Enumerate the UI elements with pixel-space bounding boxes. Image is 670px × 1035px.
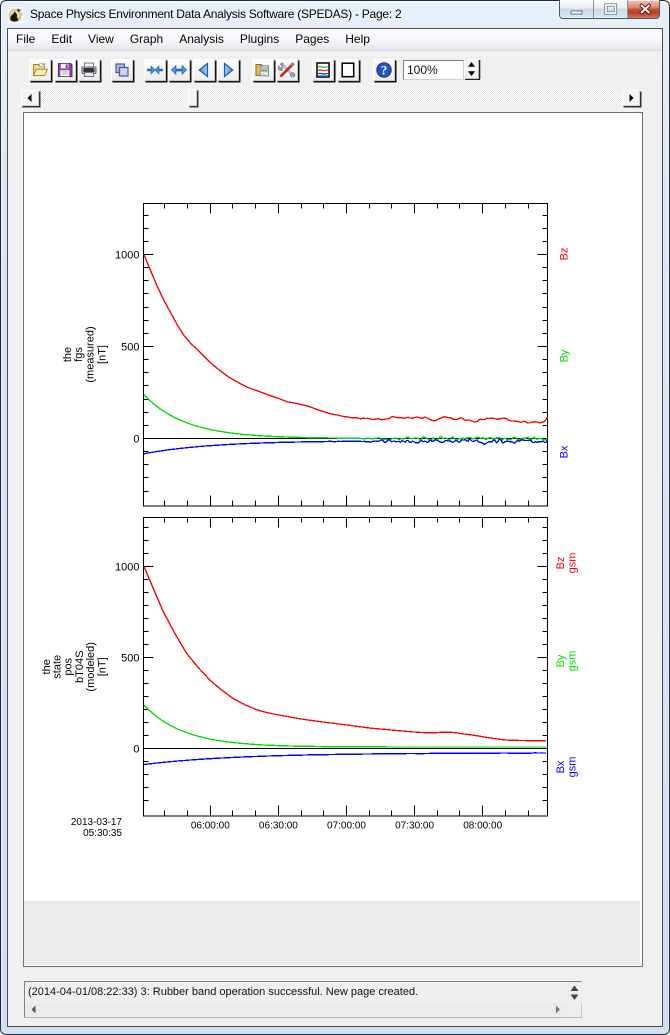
svg-text:07:30:00: 07:30:00 [395,821,434,832]
svg-text:bT04S: bT04S [74,651,86,683]
svg-text:500: 500 [121,342,139,354]
svg-text:Bz: Bz [559,248,571,261]
svg-text:state: state [52,655,64,679]
svg-text:07:00:00: 07:00:00 [327,821,366,832]
svg-text:06:30:00: 06:30:00 [259,821,298,832]
svg-text:0: 0 [133,434,139,446]
svg-text:the: the [41,659,53,674]
svg-text:08:00:00: 08:00:00 [463,821,502,832]
svg-text:05:30:35: 05:30:35 [83,828,122,839]
svg-text:gsm: gsm [567,651,579,672]
svg-text:By: By [555,654,567,667]
svg-text:pos: pos [63,657,75,675]
svg-text:(measured): (measured) [85,326,97,382]
svg-text:[nT]: [nT] [97,345,109,364]
svg-text:?: ? [381,63,388,78]
svg-text:2013-03-17: 2013-03-17 [71,817,123,828]
svg-text:gsm: gsm [567,553,579,574]
svg-text:By: By [559,349,571,362]
svg-text:0: 0 [133,744,139,756]
svg-text:06:00:00: 06:00:00 [191,821,230,832]
svg-text:1000: 1000 [115,562,139,574]
svg-text:gsm: gsm [567,757,579,778]
svg-text:Bz: Bz [555,557,567,570]
svg-text:fgs: fgs [73,347,85,362]
svg-text:(modeled): (modeled) [85,642,97,692]
svg-text:500: 500 [121,653,139,665]
svg-text:[nT]: [nT] [97,657,109,676]
svg-text:1000: 1000 [115,250,139,262]
svg-text:Bx: Bx [555,760,567,773]
svg-text:Bx: Bx [559,445,571,458]
svg-text:the: the [62,347,74,362]
